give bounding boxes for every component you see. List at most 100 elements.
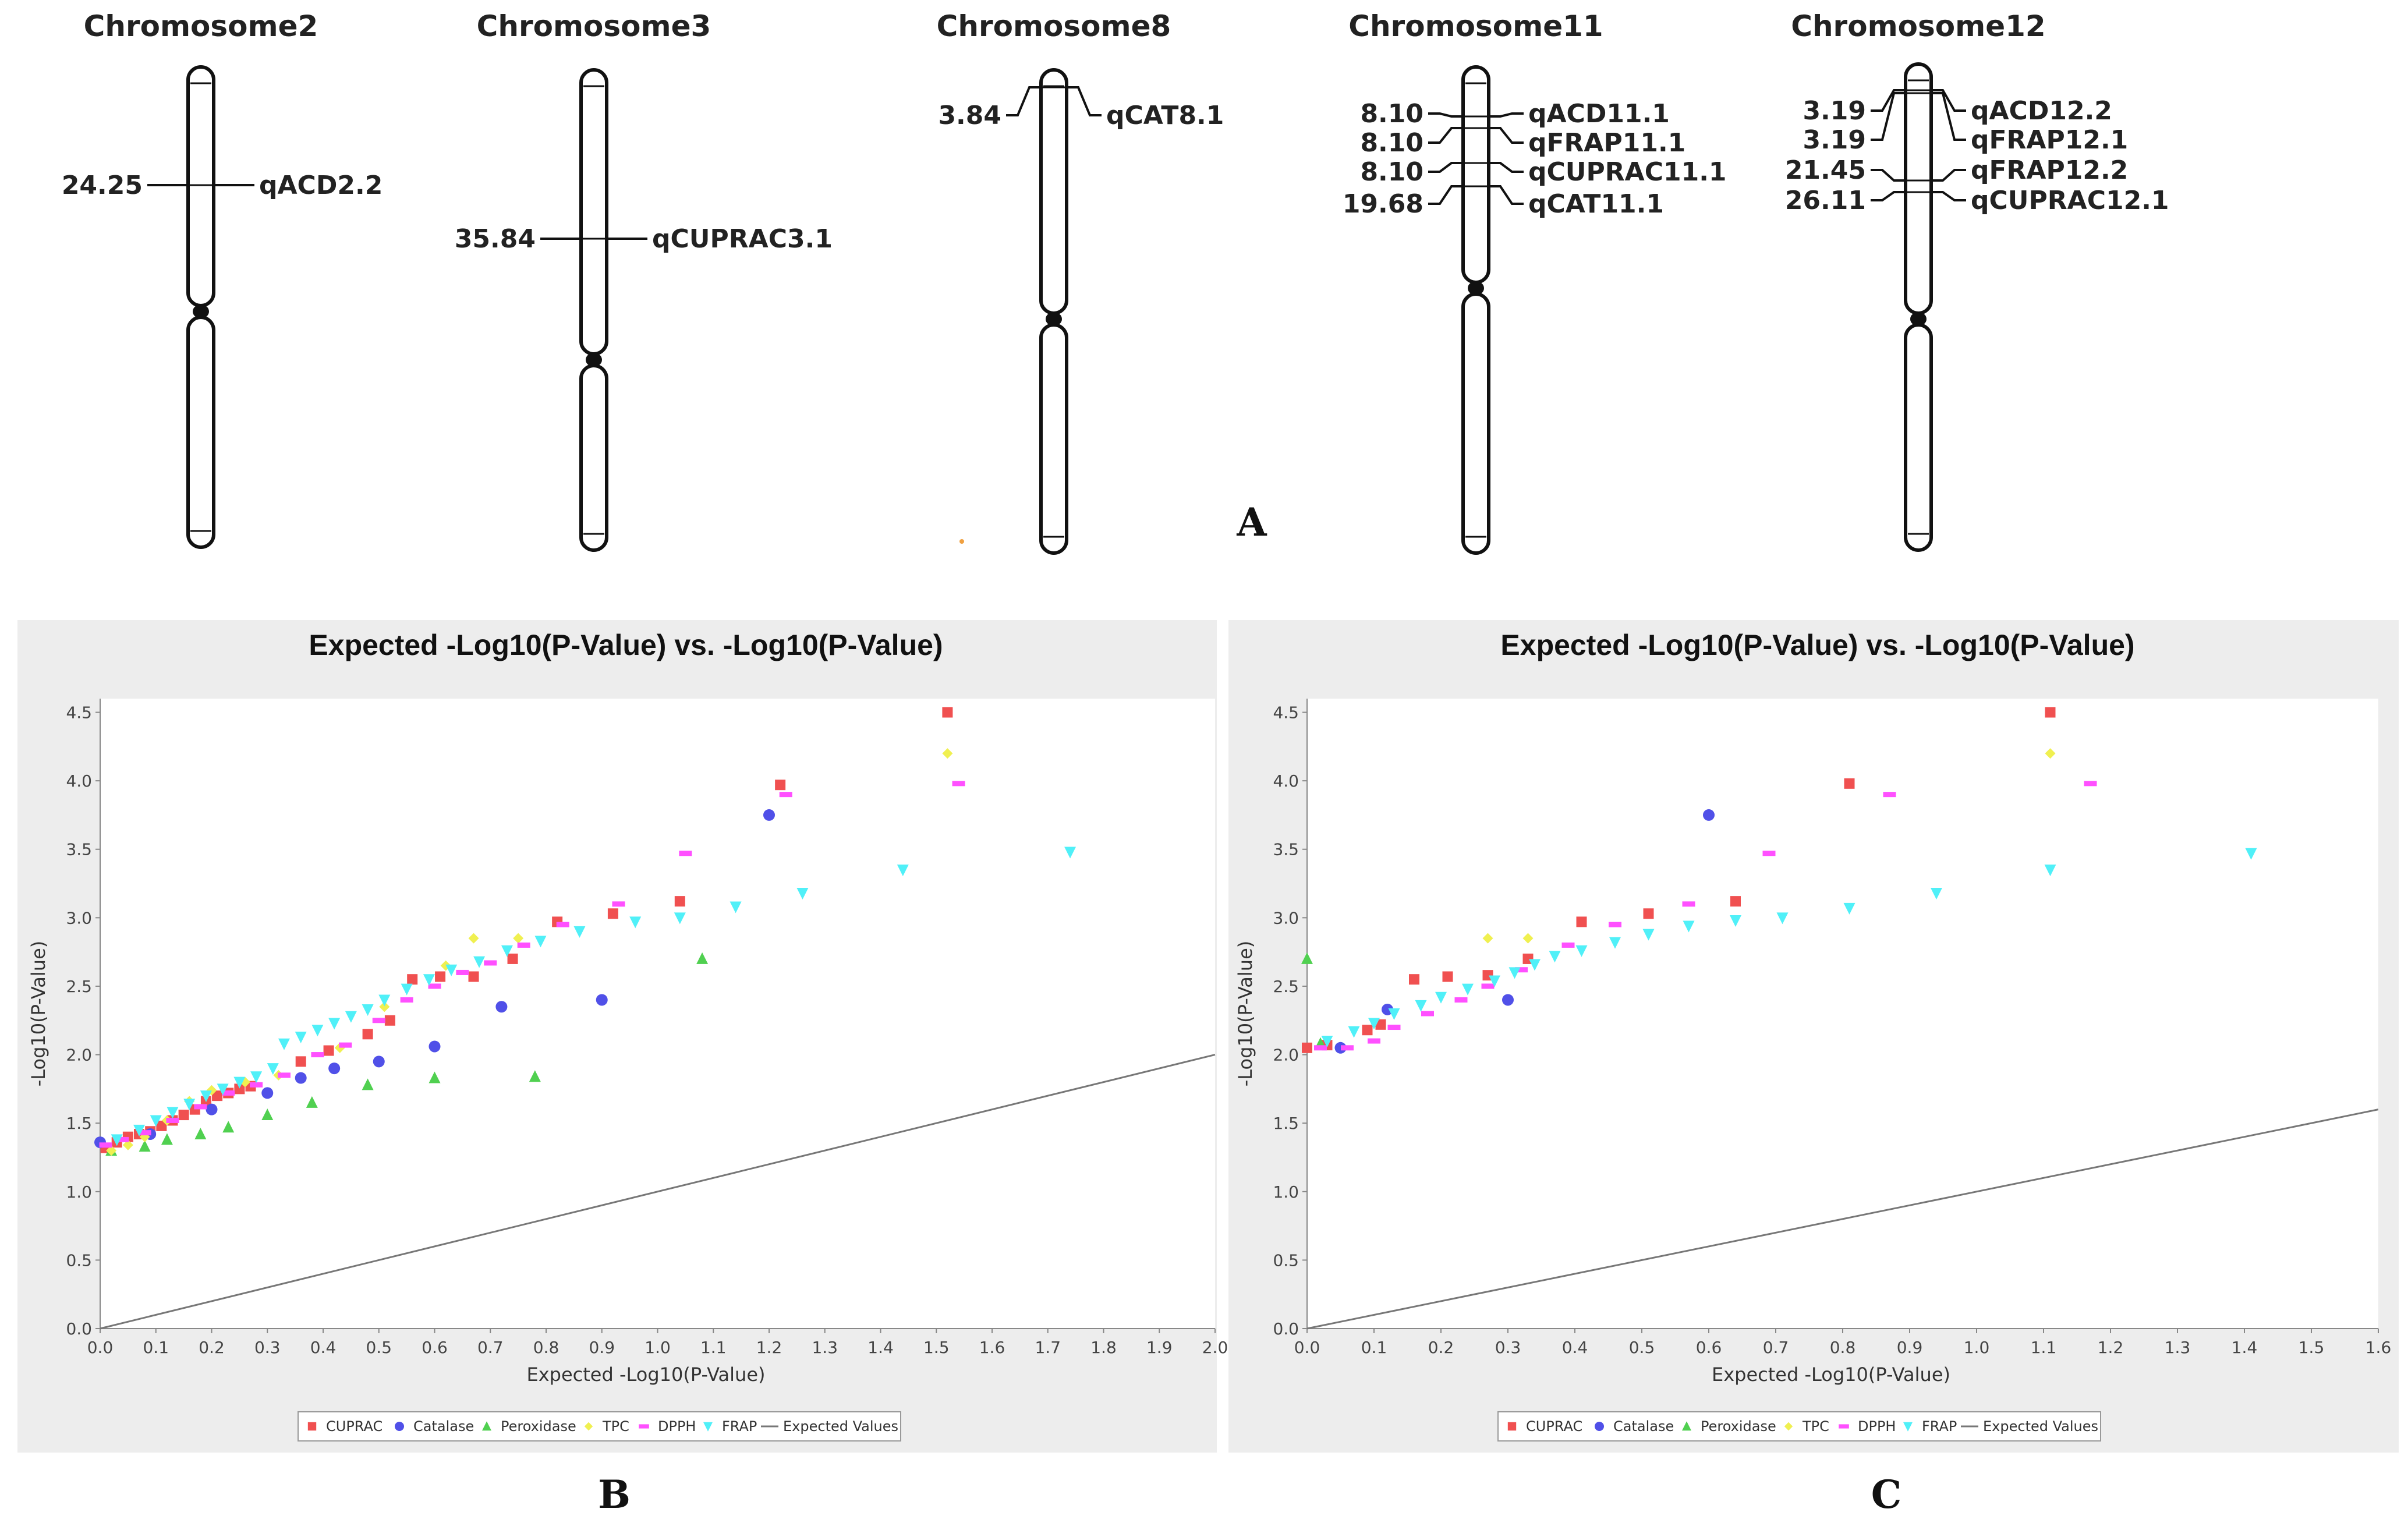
x-tick-label: 1.1 xyxy=(700,1338,727,1357)
chromosome-title: Chromosome11 xyxy=(1348,9,1603,43)
dpph-point xyxy=(400,997,413,1003)
legend-label: TPC xyxy=(1802,1418,1829,1435)
cuprac-point xyxy=(1844,778,1855,789)
x-tick-label: 1.8 xyxy=(1090,1338,1117,1357)
dpph-point xyxy=(277,1072,291,1078)
frap-point xyxy=(423,974,435,986)
peroxidase-point xyxy=(362,1078,374,1090)
dpph-point xyxy=(166,1117,179,1123)
peroxidase-point xyxy=(429,1071,441,1083)
x-tick-label: 0.6 xyxy=(1696,1338,1722,1357)
cuprac-point xyxy=(307,1422,317,1431)
qtl-position: 3.84 xyxy=(938,101,1001,130)
x-tick-label: 0.6 xyxy=(422,1338,448,1357)
qtl-name: qACD2.2 xyxy=(259,171,383,200)
dpph-point xyxy=(556,922,569,927)
qq-plot-c: Expected -Log10(P-Value) vs. -Log10(P-Va… xyxy=(1228,620,2399,1453)
chromosome-upper-arm xyxy=(1461,65,1490,284)
chromosome-lower-arm xyxy=(579,364,608,552)
chromosome-upper-arm xyxy=(186,65,215,307)
tpc-point xyxy=(122,1139,133,1150)
y-tick-label: 0.5 xyxy=(1273,1251,1299,1270)
dpph-point xyxy=(1421,1011,1434,1017)
x-tick-label: 1.0 xyxy=(645,1338,671,1357)
cuprac-point xyxy=(1362,1025,1373,1036)
y-tick-label: 3.5 xyxy=(1273,840,1299,859)
dpph-point xyxy=(612,901,625,907)
dpph-point xyxy=(1515,967,1528,973)
frap-point xyxy=(1843,902,1855,915)
frap-point xyxy=(111,1134,123,1146)
qtl-right-connector xyxy=(1067,86,1102,116)
peroxidase-point xyxy=(1301,952,1313,964)
catalase-point xyxy=(1595,1422,1604,1431)
cuprac-point xyxy=(407,974,418,985)
series-catalase xyxy=(94,809,775,1149)
cuprac-point xyxy=(435,971,446,982)
chromosome-lower-arm xyxy=(1461,292,1490,555)
frap-point xyxy=(1415,1000,1427,1012)
x-tick-label: 0.9 xyxy=(589,1338,615,1357)
frap-point xyxy=(1489,975,1500,987)
catalase-point xyxy=(395,1422,404,1431)
plot-area xyxy=(1307,699,2378,1329)
chromosome-lower-arm xyxy=(1904,323,1933,552)
frap-point xyxy=(1529,959,1541,971)
y-tick-label: 3.5 xyxy=(66,840,92,859)
legend-item-dpph: DPPH xyxy=(639,1418,696,1435)
legend-label: FRAP xyxy=(1922,1418,1957,1435)
qtl-left-connector xyxy=(1871,92,1906,141)
frap-point xyxy=(730,901,742,913)
cuprac-point xyxy=(1442,971,1453,982)
dpph-point xyxy=(372,1018,385,1023)
catalase-point xyxy=(328,1062,341,1075)
legend-item-dpph: DPPH xyxy=(1839,1418,1896,1435)
dpph-point xyxy=(1609,922,1621,927)
catalase-point xyxy=(1703,809,1715,821)
cuprac-point xyxy=(607,908,618,919)
qtl-position: 26.11 xyxy=(1785,186,1866,215)
qtl-left-connector xyxy=(1428,162,1463,173)
peroxidase-point xyxy=(161,1133,173,1145)
qtl-position: 8.10 xyxy=(1360,99,1423,129)
qtl-left-connector xyxy=(1006,86,1041,116)
frap-point xyxy=(573,926,586,938)
y-tick-label: 2.0 xyxy=(66,1046,92,1065)
x-tick-label: 0.0 xyxy=(87,1338,114,1357)
chromosome-title: Chromosome12 xyxy=(1791,9,2045,43)
qtl-left-connector xyxy=(1428,127,1463,144)
frap-point xyxy=(674,912,686,925)
dpph-point xyxy=(952,781,965,787)
x-tick-label: 0.3 xyxy=(254,1338,281,1357)
tpc-point xyxy=(2045,748,2056,759)
frap-point xyxy=(1903,1422,1913,1432)
cuprac-point xyxy=(234,1083,245,1095)
frap-point xyxy=(150,1115,162,1127)
dpph-point xyxy=(250,1082,263,1088)
x-tick-label: 1.5 xyxy=(2299,1338,2325,1357)
dpph-point xyxy=(639,1424,649,1429)
frap-point xyxy=(1730,915,1741,927)
x-tick-label: 1.9 xyxy=(1146,1338,1173,1357)
frap-point xyxy=(1348,1026,1360,1038)
qtl-right-connector xyxy=(1931,89,1966,112)
x-tick-label: 0.4 xyxy=(1562,1338,1588,1357)
x-tick-label: 1.5 xyxy=(923,1338,950,1357)
series-dpph xyxy=(99,781,965,1148)
qtl-left-connector xyxy=(1871,191,1906,201)
catalase-point xyxy=(429,1040,441,1053)
frap-point xyxy=(295,1031,307,1043)
frap-point xyxy=(328,1018,341,1030)
qtl-position: 8.10 xyxy=(1360,157,1423,187)
tpc-point xyxy=(1522,933,1534,944)
qtl-name: qCUPRAC12.1 xyxy=(1971,186,2169,215)
frap-point xyxy=(1435,991,1447,1004)
tpc-point xyxy=(468,933,479,944)
y-tick-label: 2.5 xyxy=(1273,977,1299,996)
frap-point xyxy=(629,916,642,929)
frap-point xyxy=(703,1422,713,1432)
x-axis-label: Expected -Log10(P-Value) xyxy=(1712,1363,1950,1386)
y-tick-label: 0.5 xyxy=(66,1251,92,1270)
plot-title: Expected -Log10(P-Value) vs. -Log10(P-Va… xyxy=(309,629,943,661)
